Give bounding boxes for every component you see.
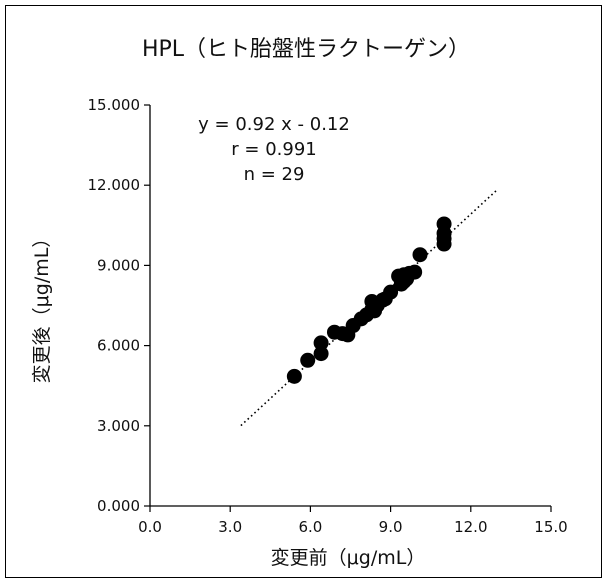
regression-equation: y = 0.92 x - 0.12 [198,114,350,135]
data-point [300,352,316,368]
y-tick-label: 15.000 [88,96,141,114]
y-axis-label: 変更後（μg/mL） [31,229,53,384]
data-point [396,267,412,283]
y-tick-label: 0.000 [97,497,140,515]
regression-line [240,188,499,427]
x-axis-label: 変更前（μg/mL） [271,547,426,569]
data-point [383,284,399,300]
x-tick-label: 9.0 [379,518,403,536]
correlation-coefficient: r = 0.991 [231,139,316,160]
y-tick-label: 3.000 [97,417,140,435]
data-point [313,335,329,351]
y-tick-label: 6.000 [97,337,140,355]
scatter-chart: HPL（ヒト胎盤性ラクトーゲン） 0.0 3.0 6.0 9.0 12.0 15.00.0… [31,37,568,569]
y-tick-label: 12.000 [88,176,141,194]
chart-frame: HPL（ヒト胎盤性ラクトーゲン） 0.0 3.0 6.0 9.0 12.0 15.0 0.0… [5,5,602,578]
y-tick-label: 9.000 [97,256,140,274]
data-point [286,368,302,384]
sample-count: n = 29 [244,164,305,185]
x-tick-label: 15.0 [534,518,567,536]
data-point [367,303,383,319]
x-tick-label: 6.0 [298,518,322,536]
chart-title: HPL（ヒト胎盤性ラクトーゲン） [142,37,470,62]
data-points [286,216,452,384]
data-point [412,247,428,263]
data-point [313,346,329,362]
axes [149,105,551,507]
ticks: 0.0 3.0 6.0 9.0 12.0 15.0 0.000 3.000 6.000 9.000… [88,96,568,536]
x-tick-label: 12.0 [454,518,487,536]
data-point [436,216,452,232]
x-tick-label: 0.0 [138,518,162,536]
regression-line-group [240,188,499,427]
x-tick-label: 3.0 [218,518,242,536]
